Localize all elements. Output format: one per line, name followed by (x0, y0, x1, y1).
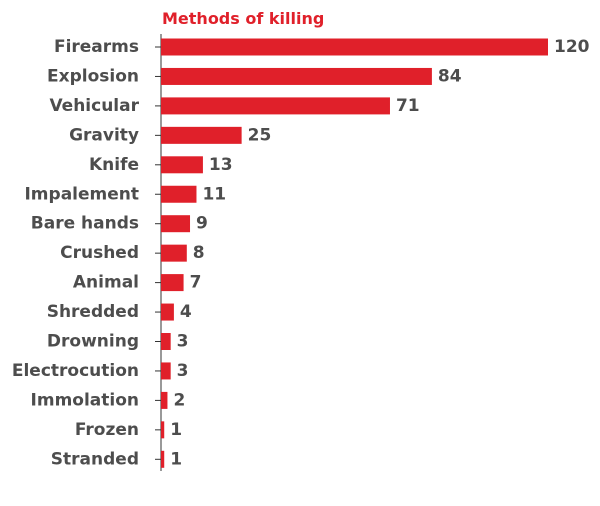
value-label: 120 (554, 37, 590, 57)
category-label: Bare hands (31, 214, 139, 234)
category-label: Drowning (47, 332, 139, 352)
bar-electrocution (161, 362, 171, 380)
category-label: Electrocution (12, 361, 139, 381)
category-label: Frozen (75, 420, 139, 440)
category-label: Knife (89, 155, 139, 175)
category-label: Shredded (47, 302, 139, 322)
bars (161, 38, 548, 468)
category-label: Gravity (69, 125, 139, 145)
bar-knife (161, 156, 203, 174)
value-label: 7 (190, 273, 202, 293)
value-label: 84 (438, 66, 462, 86)
bar-crushed (161, 244, 187, 262)
value-label: 4 (180, 302, 192, 322)
value-label: 3 (177, 361, 189, 381)
value-label: 25 (248, 125, 272, 145)
category-label: Impalement (24, 184, 139, 204)
bar-drowning (161, 333, 171, 350)
bar-animal (161, 274, 184, 292)
value-label: 13 (209, 155, 233, 175)
bar-immolation (161, 391, 168, 409)
bar-bare-hands (161, 215, 191, 233)
bar-vehicular (161, 97, 390, 115)
value-label: 9 (196, 214, 208, 234)
value-label: 1 (170, 449, 182, 469)
value-label: 71 (396, 96, 420, 116)
bar-stranded (161, 450, 165, 468)
chart-title: Methods of killing (162, 9, 324, 28)
value-label: 2 (173, 390, 185, 410)
bar-gravity (161, 126, 242, 144)
bar-frozen (161, 421, 165, 439)
value-label: 1 (170, 420, 182, 440)
y-axis (155, 34, 162, 471)
value-label: 3 (177, 332, 189, 352)
bar-explosion (161, 67, 432, 85)
category-label: Stranded (51, 449, 139, 469)
category-label: Vehicular (49, 96, 139, 116)
value-label: 8 (193, 243, 205, 263)
bar-shredded (161, 303, 174, 321)
category-label: Crushed (60, 243, 139, 263)
category-label: Firearms (54, 37, 139, 57)
category-labels: Firearms Explosion Vehicular Gravity Knife Im… (12, 37, 140, 469)
bar-firearms (161, 38, 548, 56)
value-label: 11 (202, 184, 226, 204)
bar-impalement (161, 185, 197, 203)
category-label: Animal (73, 273, 139, 293)
category-label: Explosion (47, 66, 139, 86)
category-label: Immolation (31, 390, 139, 410)
